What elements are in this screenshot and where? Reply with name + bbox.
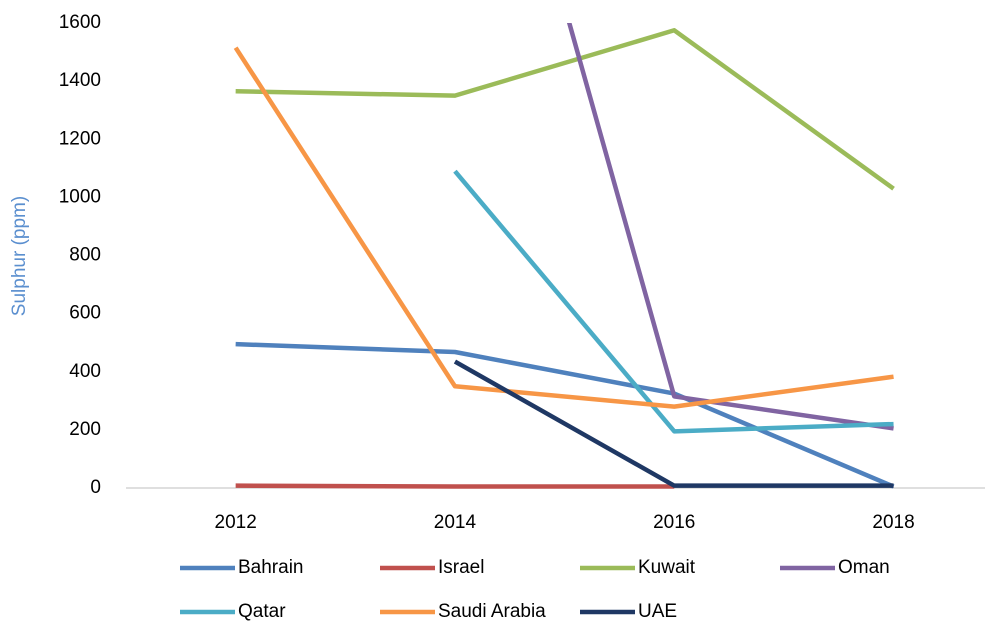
y-tick-label: 0 xyxy=(90,477,101,498)
series-line xyxy=(453,359,894,488)
legend-label: Oman xyxy=(838,557,890,578)
series-line xyxy=(235,341,895,489)
y-tick-label: 1400 xyxy=(59,70,101,91)
series-line xyxy=(453,169,894,434)
y-tick-label: 1200 xyxy=(59,128,101,149)
legend-label: UAE xyxy=(638,601,677,622)
x-tick-label: 2018 xyxy=(872,512,914,533)
series-line xyxy=(233,46,894,409)
y-tick-label: 400 xyxy=(69,361,101,382)
series-line xyxy=(566,23,894,431)
legend-label: Israel xyxy=(438,557,484,578)
y-tick-label: 200 xyxy=(69,419,101,440)
y-tick-label: 1000 xyxy=(59,186,101,207)
y-axis-label: Sulphur (ppm) xyxy=(9,196,30,316)
x-tick-label: 2012 xyxy=(215,512,257,533)
y-tick-label: 600 xyxy=(69,303,101,324)
legend-label: Bahrain xyxy=(238,557,304,578)
x-tick-label: 2014 xyxy=(434,512,477,533)
legend-label: Kuwait xyxy=(638,557,696,578)
plot-area xyxy=(233,23,895,489)
legend-label: Saudi Arabia xyxy=(438,601,546,622)
legend-label: Qatar xyxy=(238,601,286,622)
y-tick-label: 800 xyxy=(69,245,101,266)
series-line xyxy=(235,28,895,191)
series-line xyxy=(235,483,675,489)
y-tick-label: 1600 xyxy=(59,12,101,33)
x-tick-label: 2016 xyxy=(653,512,695,533)
